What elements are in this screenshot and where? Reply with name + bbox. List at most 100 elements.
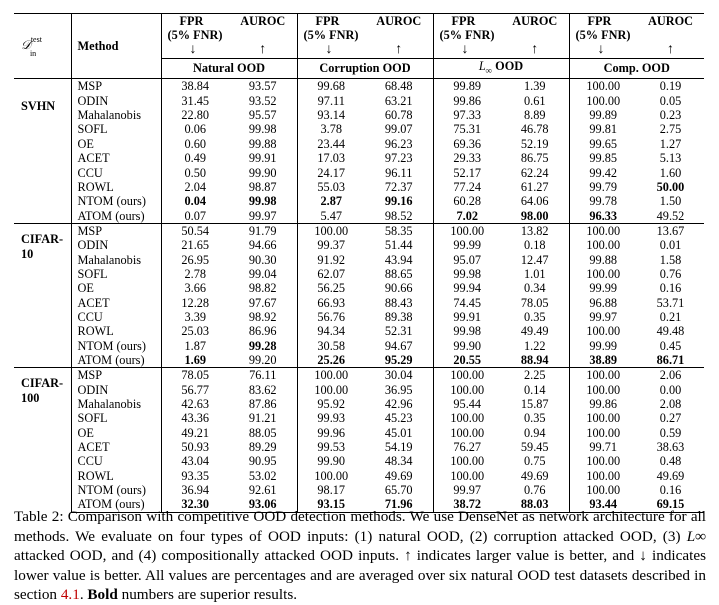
value-cell: 88.65 — [365, 266, 434, 282]
auroc-label: AUROC — [647, 14, 694, 29]
value-cell: 0.76 — [501, 483, 570, 498]
value-cell: 15.87 — [501, 397, 570, 412]
value-cell: 99.65 — [589, 136, 618, 151]
method-name: Mahalanobis — [71, 252, 162, 267]
value-cell: 0.75 — [501, 454, 570, 469]
value-cell: 21.65 — [181, 238, 210, 253]
method-name: CCU — [71, 165, 162, 180]
group-header-3: Comp. OOD — [569, 57, 704, 79]
value-cell: 63.21 — [365, 93, 434, 109]
value-cell: 99.86 — [453, 93, 482, 108]
caption-math: L∞ — [686, 527, 706, 545]
value-cell: 49.49 — [501, 324, 570, 339]
value-cell: 0.45 — [659, 338, 682, 353]
value-cell: 7.02 — [456, 208, 479, 223]
group-header-2: L∞ OOD — [433, 57, 570, 79]
value-cell: 1.50 — [659, 194, 682, 209]
value-cell: 0.61 — [501, 93, 570, 109]
value-cell: 89.38 — [365, 309, 434, 325]
value-cell: 98.82 — [229, 281, 298, 296]
header-row: 𝒟testin Method FPR (5% FNR) ↓ AUROC ↑ FPR (5%… — [14, 12, 704, 79]
value-cell: 99.53 — [317, 440, 346, 455]
value-cell: 12.47 — [501, 252, 570, 267]
value-cell: 0.59 — [659, 425, 682, 440]
value-cell: 93.35 — [181, 468, 210, 483]
method-name: ATOM (ours) — [71, 497, 162, 513]
value-cell: 91.21 — [229, 411, 298, 426]
value-cell: 98.92 — [229, 309, 298, 325]
value-cell: 97.11 — [317, 93, 345, 108]
value-cell: 95.92 — [317, 397, 346, 412]
fpr-label: FPR — [179, 14, 204, 29]
value-cell: 31.45 — [181, 93, 210, 108]
value-cell: 22.80 — [181, 108, 210, 123]
caption-part1: Comparison with competitive OOD detectio… — [14, 508, 706, 545]
value-cell: 0.48 — [659, 454, 682, 469]
method-name: ROWL — [71, 179, 162, 195]
value-cell: 99.98 — [229, 194, 298, 209]
value-cell: 100.00 — [450, 468, 485, 483]
value-cell: 13.67 — [637, 222, 704, 239]
value-cell: 93.57 — [229, 78, 298, 94]
fpr-header-1: FPR (5% FNR) ↓ — [297, 13, 365, 59]
table-row: SOFL 0.06 99.98 3.78 99.07 75.31 46.78 99.81 2.7… — [14, 122, 704, 137]
value-cell: 99.28 — [229, 338, 298, 353]
value-cell: 99.99 — [589, 281, 618, 296]
value-cell: 100.00 — [569, 367, 637, 383]
value-cell: 1.69 — [184, 352, 207, 367]
value-cell: 60.78 — [365, 108, 434, 123]
value-cell: 0.05 — [659, 93, 682, 108]
value-cell: 99.93 — [317, 411, 346, 426]
method-name: Mahalanobis — [71, 108, 162, 123]
value-cell: 54.19 — [365, 440, 434, 455]
value-cell: 88.05 — [229, 425, 298, 441]
value-cell: 62.24 — [501, 165, 570, 180]
down-arrow-icon: ↓ — [597, 42, 605, 57]
value-cell: 38.63 — [656, 440, 685, 455]
value-cell: 0.07 — [184, 208, 207, 223]
value-cell: 76.27 — [453, 440, 482, 455]
method-name: OE — [71, 425, 162, 441]
method-name: SOFL — [71, 122, 162, 137]
value-cell: 93.44 — [569, 497, 637, 513]
table-row: Mahalanobis 42.63 87.86 95.92 42.96 95.44 15.8… — [14, 397, 704, 412]
value-cell: 100.00 — [586, 238, 621, 253]
value-cell: 53.02 — [229, 468, 298, 484]
value-cell: 100.00 — [586, 425, 621, 440]
value-cell: 50.00 — [656, 179, 685, 194]
method-name: CCU — [71, 454, 162, 469]
value-cell: 0.21 — [659, 309, 682, 324]
table-row: ACET 12.28 97.67 66.93 88.43 74.45 78.05 96.88 5… — [14, 295, 704, 310]
value-cell: 0.76 — [659, 266, 682, 281]
value-cell: 99.91 — [453, 309, 482, 324]
value-cell: 1.01 — [501, 266, 570, 282]
table-row: ROWL 25.03 86.96 94.34 52.31 99.98 49.49 100.00… — [14, 324, 704, 339]
up-arrow-icon: ↑ — [667, 42, 674, 57]
table-body: SVHN MSP 38.84 93.57 99.68 68.48 99.89 1.39 100.… — [14, 78, 704, 513]
value-cell: 99.97 — [589, 309, 618, 324]
dataset-header: 𝒟testin — [14, 12, 72, 79]
dataset-name: CIFAR- 100 — [14, 367, 72, 513]
caption-section-ref[interactable]: 4.1 — [60, 586, 80, 603]
method-name: ROWL — [71, 324, 162, 339]
value-cell: 0.18 — [501, 238, 570, 253]
method-name: NTOM (ours) — [71, 483, 162, 498]
value-cell: 0.00 — [659, 382, 682, 397]
value-cell: 38.84 — [161, 78, 229, 94]
value-cell: 99.85 — [589, 151, 618, 166]
value-cell: 3.39 — [184, 309, 207, 324]
caption-label: Table 2: — [14, 508, 64, 525]
value-cell: 8.89 — [501, 108, 570, 123]
table-row: ATOM (ours) 0.07 99.97 5.47 98.52 7.02 98.00 96… — [14, 208, 704, 224]
value-cell: 96.11 — [365, 165, 434, 180]
value-cell: 2.78 — [184, 266, 207, 281]
value-cell: 25.26 — [317, 352, 346, 367]
value-cell: 86.96 — [229, 324, 298, 339]
method-name: ACET — [71, 440, 162, 455]
value-cell: 83.62 — [229, 382, 298, 398]
fpr-sub-label: (5% FNR) — [167, 28, 223, 42]
value-cell: 100.00 — [297, 222, 365, 239]
value-cell: 62.07 — [317, 266, 346, 281]
auroc-header-3: AUROC ↑ — [637, 13, 704, 59]
value-cell: 5.47 — [320, 208, 343, 223]
